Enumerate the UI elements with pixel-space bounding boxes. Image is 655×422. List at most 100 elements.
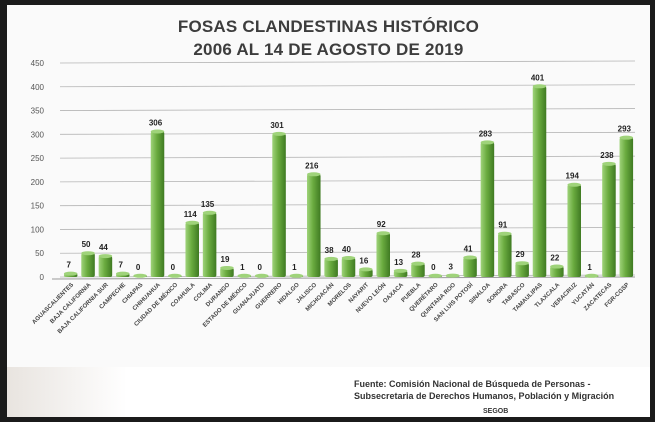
bar-cap bbox=[133, 273, 147, 278]
bar-cap bbox=[185, 220, 199, 225]
chart-floor bbox=[51, 276, 636, 280]
bar bbox=[220, 267, 234, 277]
bar bbox=[98, 256, 113, 277]
y-tick-label: 450 bbox=[31, 59, 45, 68]
source-note: Fuente: Comisión Nacional de Búsqueda de… bbox=[354, 379, 615, 401]
gridline bbox=[59, 227, 636, 230]
bar bbox=[498, 233, 512, 277]
data-label: 114 bbox=[184, 210, 197, 219]
data-label: 22 bbox=[550, 254, 559, 263]
bar-cap bbox=[341, 255, 356, 260]
bar bbox=[341, 257, 356, 277]
bar-cap bbox=[237, 273, 252, 278]
data-label: 44 bbox=[99, 243, 108, 252]
bar-cap bbox=[498, 231, 512, 236]
bar-cap bbox=[307, 172, 321, 177]
bar-cap bbox=[220, 265, 234, 270]
data-label: 7 bbox=[119, 261, 124, 270]
data-label: 194 bbox=[566, 172, 580, 181]
data-label: 28 bbox=[412, 251, 421, 260]
data-label: 293 bbox=[618, 125, 632, 134]
y-tick-label: 200 bbox=[31, 178, 45, 187]
gridline bbox=[59, 131, 636, 135]
bar-cap bbox=[619, 135, 634, 140]
bar-cap bbox=[63, 271, 78, 276]
gridline bbox=[59, 179, 636, 183]
y-tick-label: 150 bbox=[31, 202, 45, 211]
data-label: 19 bbox=[221, 255, 230, 264]
bar bbox=[307, 174, 321, 277]
bar-cap bbox=[150, 129, 165, 134]
bar-cap bbox=[98, 254, 113, 259]
bar bbox=[480, 142, 495, 277]
bar bbox=[185, 222, 199, 277]
footer-decoration bbox=[7, 367, 127, 417]
bar-cap bbox=[359, 267, 373, 272]
bar-cap bbox=[81, 251, 95, 256]
gridline bbox=[59, 203, 636, 207]
data-label: 301 bbox=[270, 121, 284, 130]
data-label: 50 bbox=[82, 240, 91, 249]
y-tick-label: 0 bbox=[40, 273, 45, 282]
data-label: 91 bbox=[498, 221, 507, 230]
y-tick-label: 400 bbox=[31, 83, 45, 92]
bar-cap bbox=[567, 182, 581, 187]
bar bbox=[463, 257, 477, 277]
data-label: 7 bbox=[66, 261, 71, 270]
data-label: 0 bbox=[431, 263, 436, 272]
y-tick-label: 100 bbox=[31, 225, 45, 234]
data-label: 16 bbox=[359, 256, 368, 265]
data-label: 1 bbox=[240, 263, 245, 272]
gridline bbox=[59, 155, 636, 159]
y-tick-label: 250 bbox=[31, 154, 45, 163]
data-label: 0 bbox=[136, 263, 141, 272]
gridline bbox=[59, 84, 636, 88]
data-label: 29 bbox=[516, 250, 525, 259]
data-label: 3 bbox=[448, 263, 453, 272]
data-label: 13 bbox=[394, 258, 403, 267]
data-label: 216 bbox=[305, 161, 319, 170]
y-tick-label: 350 bbox=[31, 107, 45, 116]
bar bbox=[602, 163, 616, 277]
chart-frame: FOSAS CLANDESTINAS HISTÓRICO 2006 AL 14 … bbox=[7, 5, 650, 417]
bar-cap bbox=[463, 255, 477, 260]
bar bbox=[515, 263, 529, 277]
bar-cap bbox=[550, 264, 564, 269]
y-tick-label: 300 bbox=[31, 130, 45, 139]
bar bbox=[567, 184, 581, 277]
y-tick-label: 50 bbox=[35, 249, 44, 258]
data-label: 306 bbox=[149, 118, 163, 127]
data-label: 40 bbox=[342, 245, 351, 254]
bar bbox=[359, 269, 373, 277]
bar bbox=[81, 253, 95, 277]
data-label: 283 bbox=[479, 129, 493, 138]
bar bbox=[411, 263, 425, 277]
data-label: 401 bbox=[531, 73, 545, 82]
data-label: 0 bbox=[257, 263, 262, 272]
bar-cap bbox=[254, 273, 269, 278]
bar-cap bbox=[116, 271, 130, 276]
bar bbox=[532, 86, 547, 278]
bar-cap bbox=[272, 131, 286, 136]
gridline bbox=[59, 108, 636, 111]
bar-cap bbox=[584, 273, 599, 278]
bar-cap bbox=[411, 261, 425, 266]
bar-cap bbox=[515, 261, 529, 266]
bar bbox=[150, 131, 165, 277]
bar bbox=[202, 212, 217, 277]
chart-title: FOSAS CLANDESTINAS HISTÓRICO bbox=[177, 17, 480, 36]
bar bbox=[619, 137, 634, 277]
bar-layer bbox=[63, 84, 634, 278]
data-label: 238 bbox=[600, 151, 614, 160]
chart-subtitle: 2006 AL 14 DE AGOSTO DE 2019 bbox=[193, 40, 464, 59]
bar-cap bbox=[324, 256, 338, 261]
data-label: 135 bbox=[201, 200, 215, 209]
bar-cap bbox=[428, 273, 443, 278]
bar bbox=[550, 266, 564, 277]
data-label: 38 bbox=[325, 246, 334, 255]
bar-cap bbox=[289, 273, 304, 278]
gridline bbox=[59, 60, 636, 64]
bar-cap bbox=[602, 161, 616, 166]
data-label: 92 bbox=[377, 220, 386, 229]
